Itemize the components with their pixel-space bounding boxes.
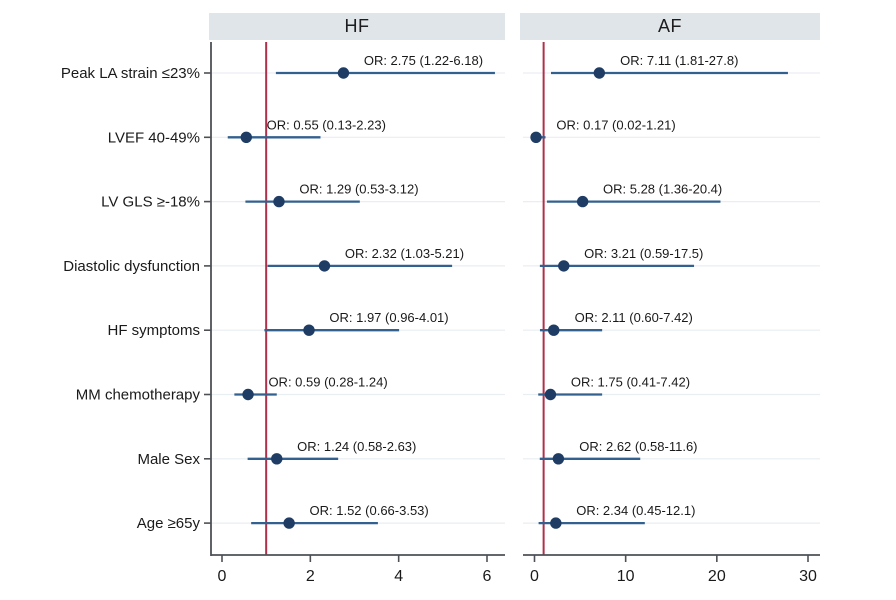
or-label: OR: 3.21 (0.59-17.5) xyxy=(584,246,703,261)
row-label: Diastolic dysfunction xyxy=(63,258,200,275)
or-marker xyxy=(593,67,606,79)
or-marker xyxy=(242,388,254,401)
row-label: MM chemotherapy xyxy=(76,387,201,404)
x-axis-tick-label: 20 xyxy=(708,568,726,585)
or-marker xyxy=(240,131,252,143)
x-axis-tick-label: 10 xyxy=(617,568,635,585)
x-axis-tick-label: 6 xyxy=(483,568,492,585)
or-label: OR: 0.17 (0.02-1.21) xyxy=(556,117,675,132)
or-label: OR: 2.34 (0.45-12.1) xyxy=(576,503,695,518)
row-label: Peak LA strain ≤23% xyxy=(61,65,200,82)
row-label: HF symptoms xyxy=(107,322,200,339)
or-label: OR: 7.11 (1.81-27.8) xyxy=(620,53,738,68)
row-label: LV GLS ≥-18% xyxy=(101,194,200,211)
or-marker xyxy=(552,453,565,465)
panel-title-hf: HF xyxy=(344,16,370,36)
row-label: Male Sex xyxy=(137,451,200,468)
or-label: OR: 2.62 (0.58-11.6) xyxy=(579,439,697,454)
or-marker xyxy=(337,67,350,79)
or-label: OR: 1.75 (0.41-7.42) xyxy=(571,375,690,390)
or-label: OR: 1.29 (0.53-3.12) xyxy=(299,182,418,197)
or-marker xyxy=(544,388,557,401)
or-marker xyxy=(576,195,589,208)
or-marker xyxy=(548,324,560,336)
row-label: Age ≥65y xyxy=(137,515,201,532)
or-label: OR: 1.97 (0.96-4.01) xyxy=(329,310,448,325)
or-label: OR: 1.52 (0.66-3.53) xyxy=(310,503,429,518)
panel-header-af: AF xyxy=(520,13,820,40)
or-marker xyxy=(273,195,285,208)
x-axis-tick-label: 0 xyxy=(530,568,539,585)
x-axis-tick-label: 30 xyxy=(799,568,817,585)
or-label: OR: 5.28 (1.36-20.4) xyxy=(603,182,722,197)
or-marker xyxy=(303,324,315,336)
row-label: LVEF 40-49% xyxy=(108,129,200,146)
or-marker xyxy=(283,517,295,529)
or-label: OR: 0.59 (0.28-1.24) xyxy=(268,375,387,390)
or-marker xyxy=(558,260,570,272)
or-marker xyxy=(550,517,562,529)
panel-title-af: AF xyxy=(657,16,682,36)
x-axis-tick-label: 4 xyxy=(394,568,403,585)
x-axis-tick-label: 2 xyxy=(306,568,315,585)
x-axis-tick-label: 0 xyxy=(218,568,227,585)
or-label: OR: 2.32 (1.03-5.21) xyxy=(345,246,464,261)
or-label: OR: 1.24 (0.58-2.63) xyxy=(297,439,416,454)
or-label: OR: 2.11 (0.60-7.42) xyxy=(575,310,693,325)
panel-header-hf: HF xyxy=(209,13,505,40)
or-label: OR: 0.55 (0.13-2.23) xyxy=(267,117,386,132)
or-marker xyxy=(530,131,542,143)
or-marker xyxy=(271,453,283,465)
or-label: OR: 2.75 (1.22-6.18) xyxy=(364,53,483,68)
or-marker xyxy=(318,260,331,272)
